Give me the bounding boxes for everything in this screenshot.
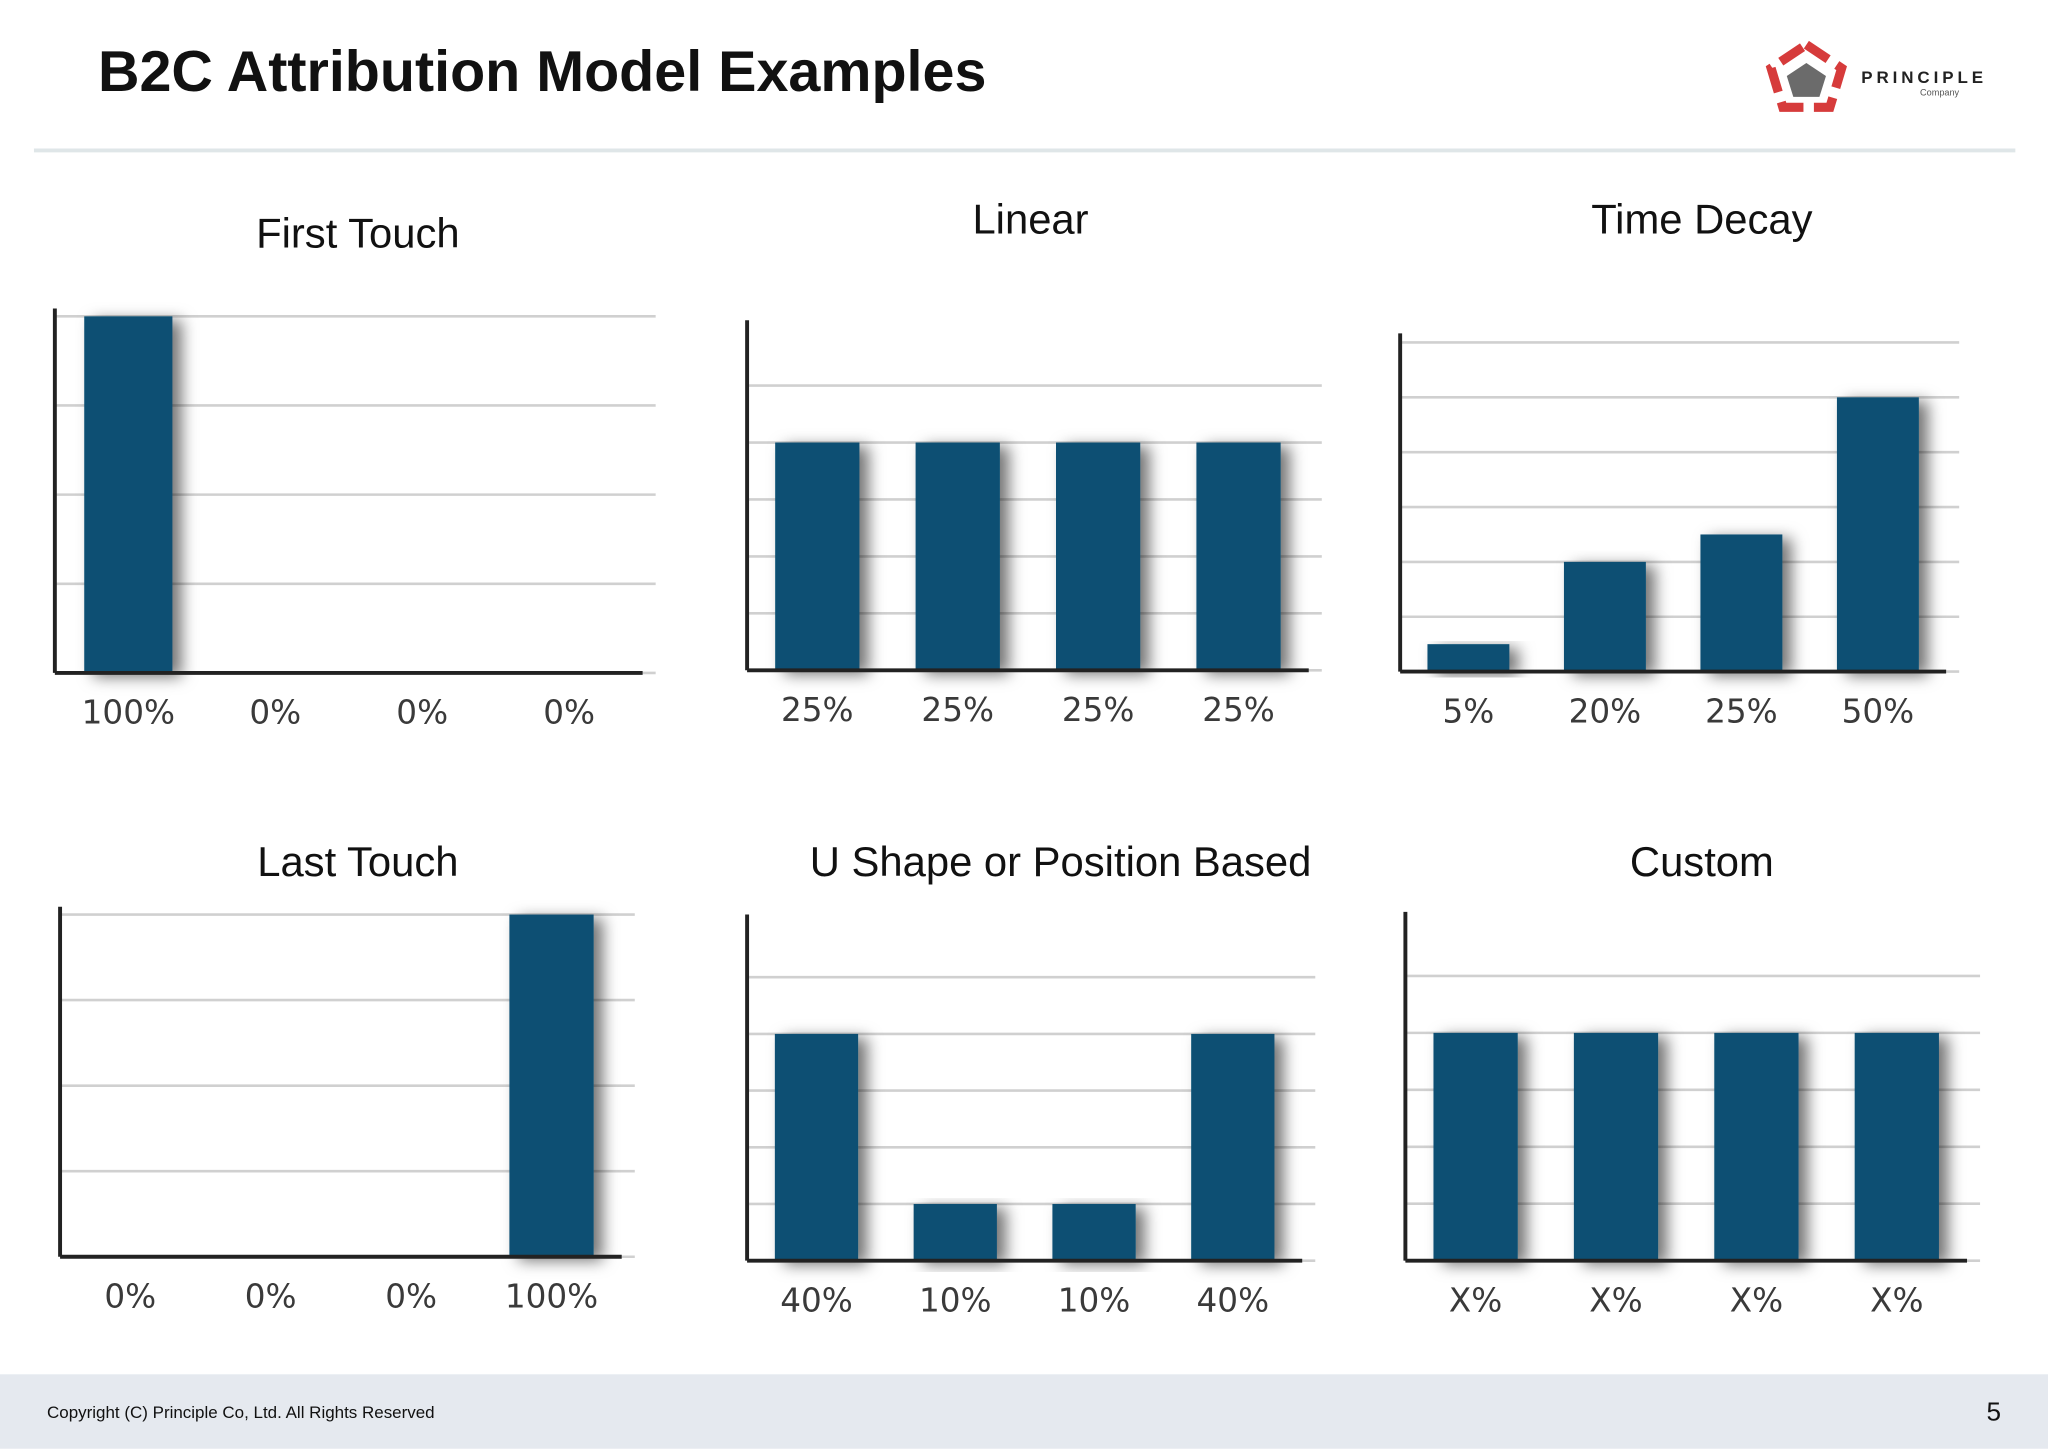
footer-band <box>0 1374 2048 1449</box>
chart-title: Last Touch <box>257 838 458 885</box>
value-label: 100% <box>505 1278 598 1316</box>
value-label: 0% <box>249 694 301 732</box>
bar <box>84 316 173 673</box>
value-label: 25% <box>781 691 854 729</box>
value-label: 40% <box>1197 1281 1270 1319</box>
logo-subtext: Company <box>1920 87 1959 97</box>
logo-text: PRINCIPLE <box>1861 68 1987 87</box>
chart-title: Linear <box>972 195 1088 242</box>
value-label: 20% <box>1569 692 1642 730</box>
value-label: 25% <box>1062 691 1135 729</box>
x-tick-label: X% <box>1589 1281 1642 1319</box>
bar <box>1573 1032 1659 1261</box>
chart: Time Decay 5% 20% 25% 50% <box>1398 195 1960 730</box>
page-number: 5 <box>1986 1396 2001 1426</box>
bar <box>509 914 594 1257</box>
value-label: 100% <box>82 694 175 732</box>
chart-title: Custom <box>1630 838 1774 885</box>
logo: PRINCIPLE Company <box>1765 39 1987 112</box>
slide-title: B2C Attribution Model Examples <box>98 40 986 104</box>
bar <box>1836 397 1919 672</box>
bar <box>1854 1032 1939 1261</box>
bar <box>1433 1032 1518 1261</box>
bar <box>1563 561 1646 672</box>
bar <box>774 1033 859 1261</box>
chart: U Shape or Position Based 40% 10% 10% 40% <box>745 838 1316 1319</box>
x-tick-label: X% <box>1870 1281 1923 1319</box>
value-label: 25% <box>1705 692 1778 730</box>
value-label: 0% <box>245 1278 297 1316</box>
bar <box>913 1203 997 1261</box>
chart-title: First Touch <box>256 210 460 257</box>
chart: First Touch 100% 0% 0% 0% <box>52 210 656 732</box>
bar <box>1427 644 1510 672</box>
value-label: 25% <box>921 691 994 729</box>
chart-title: Time Decay <box>1591 195 1812 242</box>
bar <box>1700 534 1783 672</box>
bar <box>775 442 860 671</box>
x-tick-label: X% <box>1449 1281 1502 1319</box>
value-label: 25% <box>1202 691 1275 729</box>
value-label: 0% <box>385 1278 437 1316</box>
value-label: 0% <box>104 1278 156 1316</box>
value-label: 50% <box>1842 692 1915 730</box>
value-label: 10% <box>1058 1281 1131 1319</box>
chart-title: U Shape or Position Based <box>810 838 1312 885</box>
chart: Last Touch 0% 0% 0% 100% <box>58 838 635 1316</box>
bar <box>1052 1203 1136 1261</box>
bar <box>1714 1032 1799 1261</box>
value-label: 10% <box>919 1281 992 1319</box>
value-label: 5% <box>1443 692 1495 730</box>
chart: Custom X% X% X% X% <box>1403 838 1981 1319</box>
chart: Linear 25% 25% 25% 25% <box>745 195 1322 729</box>
value-label: 0% <box>396 694 448 732</box>
value-label: 0% <box>543 694 595 732</box>
x-tick-label: X% <box>1730 1281 1783 1319</box>
bar <box>1191 1033 1275 1261</box>
logo-core <box>1786 62 1826 97</box>
value-label: 40% <box>780 1281 853 1319</box>
bar <box>1196 442 1281 671</box>
copyright: Copyright (C) Principle Co, Ltd. All Rig… <box>47 1403 435 1422</box>
bar <box>1056 442 1141 671</box>
bar <box>915 442 1000 671</box>
